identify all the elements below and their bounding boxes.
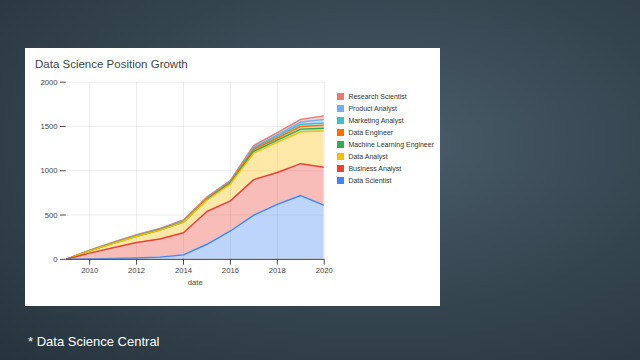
html-text:Product Analyst: Product Analyst xyxy=(348,104,397,112)
html-text:Data Engineer: Data Engineer xyxy=(348,128,394,136)
svg-text:2014: 2014 xyxy=(175,266,193,275)
svg-text:2010: 2010 xyxy=(81,266,98,275)
svg-text:2000: 2000 xyxy=(40,78,57,87)
svg-text:1000: 1000 xyxy=(40,166,57,175)
svg-text:1500: 1500 xyxy=(40,122,57,131)
html-text:* Data Science Central: * Data Science Central xyxy=(28,334,160,349)
html-text:Data Science Position Growth: Data Science Position Growth xyxy=(35,58,188,70)
html-text:Business Analyst: Business Analyst xyxy=(348,164,402,172)
html-text:Data Analyst: Data Analyst xyxy=(348,152,388,160)
svg-text:2012: 2012 xyxy=(128,266,145,275)
svg-text:0: 0 xyxy=(53,255,57,264)
svg-text:2020: 2020 xyxy=(316,266,333,275)
svg-text:2018: 2018 xyxy=(269,266,286,275)
html-text:Machine Learning Engineer: Machine Learning Engineer xyxy=(348,140,434,148)
svg-text:2016: 2016 xyxy=(222,266,239,275)
html-text:Data Scientist: Data Scientist xyxy=(348,176,392,184)
html-text:Marketing Analyst: Marketing Analyst xyxy=(348,116,404,124)
svg-text:date: date xyxy=(188,278,203,287)
html-text:Research Scientist: Research Scientist xyxy=(348,92,407,100)
svg-text:500: 500 xyxy=(45,210,58,219)
